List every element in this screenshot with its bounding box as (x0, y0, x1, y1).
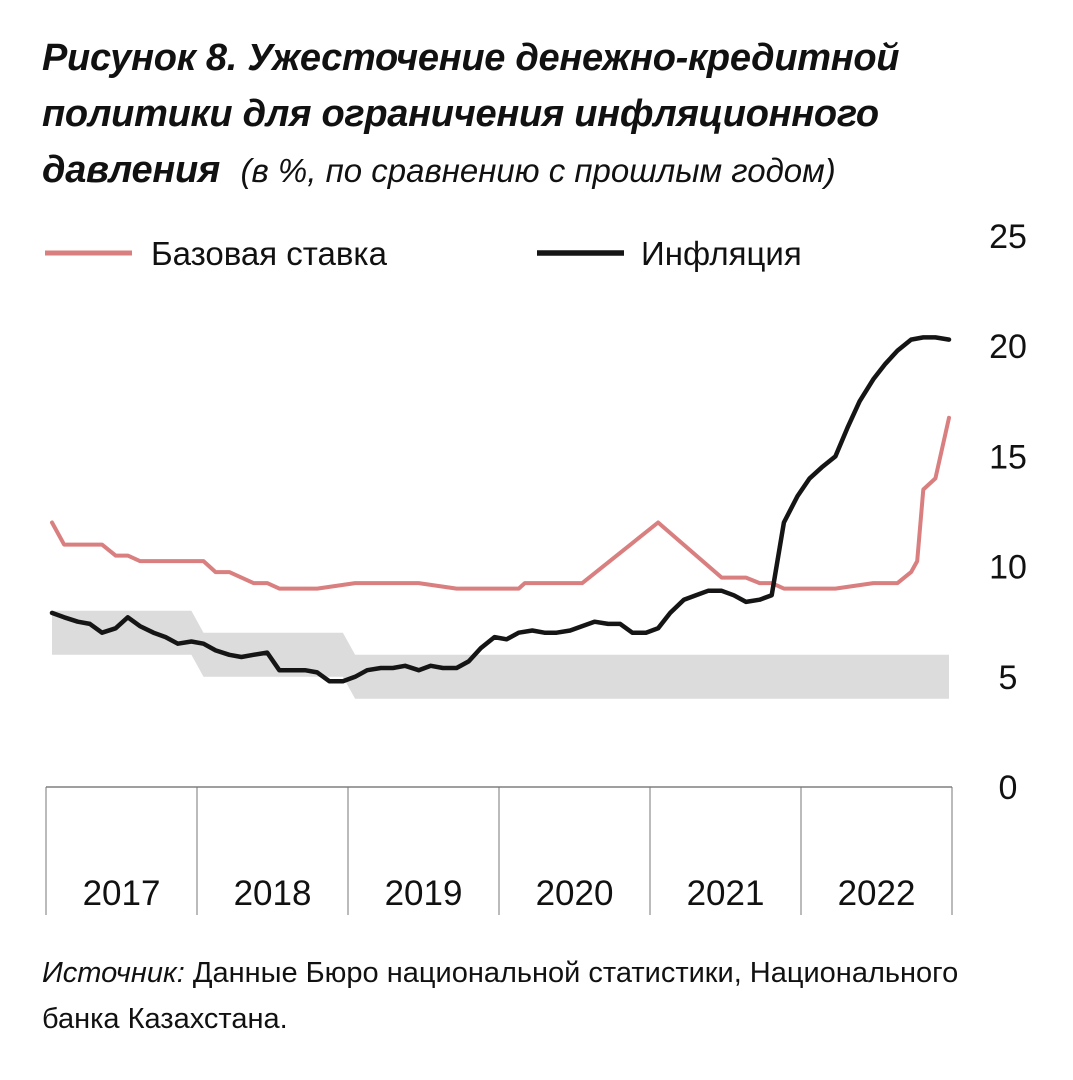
figure-units-note: (в %, по сравнению с прошлым годом) (240, 152, 836, 189)
legend-inflation: Инфляция (537, 235, 802, 272)
figure-title: Рисунок 8. Ужесточение денежно-кредитной… (42, 30, 1052, 199)
y-tick-label: 10 (989, 549, 1027, 587)
y-tick-label: 15 (989, 438, 1027, 476)
legend-label: Базовая ставка (151, 235, 388, 272)
legend-policy-rate: Базовая ставка (45, 235, 388, 272)
inflation-target-band (52, 610, 949, 699)
x-tick-label: 2017 (83, 874, 161, 913)
y-tick-label: 25 (989, 218, 1027, 256)
x-tick-label: 2019 (385, 874, 463, 913)
x-tick-label: 2018 (234, 874, 312, 913)
source-note: Источник: Данные Бюро национальной стати… (42, 950, 1042, 1042)
policy-rate-line (50, 415, 951, 591)
y-tick-label: 20 (989, 328, 1027, 366)
legend-label: Инфляция (641, 235, 802, 272)
x-tick-label: 2022 (838, 874, 916, 913)
x-tick-label: 2020 (536, 874, 614, 913)
y-tick-labels: 0 5 10 15 20 25 (989, 218, 1027, 807)
y-tick-label: 5 (999, 659, 1018, 697)
x-tick-label: 2021 (687, 874, 765, 913)
source-text: Данные Бюро национальной статистики, Нац… (42, 957, 959, 1035)
source-label: Источник: (42, 957, 185, 989)
figure-title-text: Рисунок 8. Ужесточение денежно-кредитной… (42, 37, 900, 191)
series-layer (49, 335, 952, 684)
inflation-line (49, 335, 952, 684)
legend: Базовая ставка Инфляция (45, 235, 802, 272)
x-tick-labels: 2017 2018 2019 2020 2021 2022 (83, 874, 916, 913)
target-band-layer (52, 610, 949, 699)
y-tick-label: 0 (999, 769, 1018, 807)
axis-layer (45, 786, 953, 915)
